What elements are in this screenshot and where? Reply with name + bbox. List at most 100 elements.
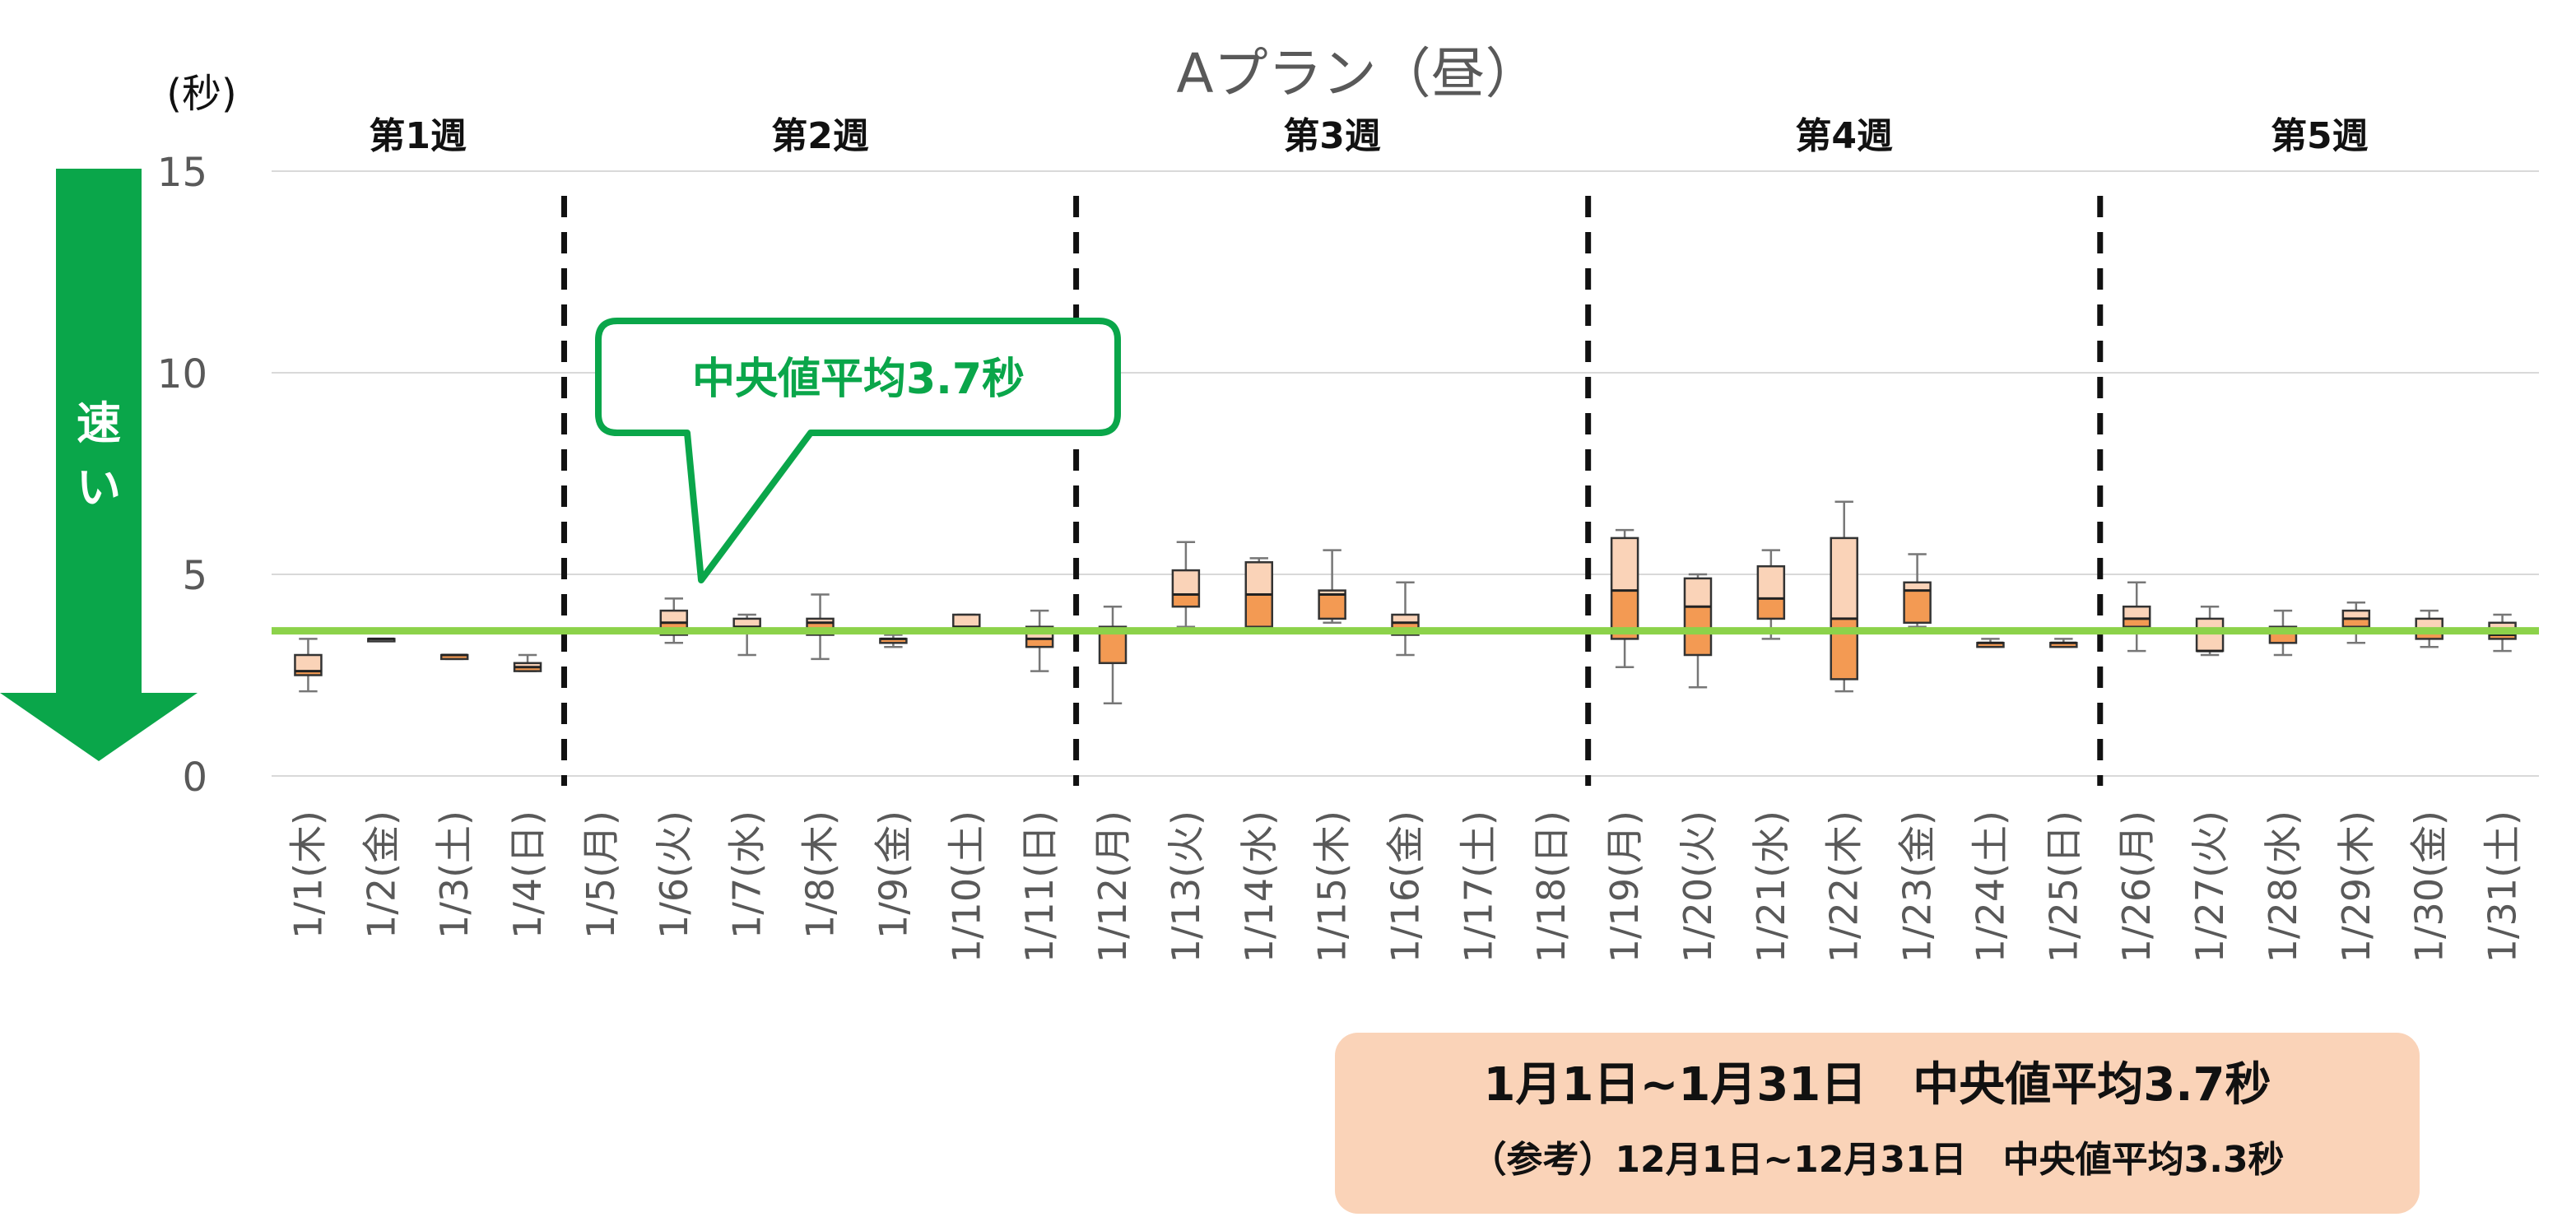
box-outline xyxy=(1610,537,1639,640)
week-label-4: 第4週 xyxy=(1795,115,1893,157)
box-lower-1/9(金) xyxy=(880,639,907,643)
box-upper-1/23(金) xyxy=(1904,582,1931,591)
box-upper-1/4(日) xyxy=(514,662,542,667)
box-outline xyxy=(1171,569,1201,608)
x-tick-label-1/21(水): 1/21(水) xyxy=(1749,811,1793,963)
box-upper-1/27(火) xyxy=(2197,618,2224,652)
x-tick-label-1/22(木): 1/22(木) xyxy=(1822,811,1867,963)
box-upper-1/8(木) xyxy=(807,618,834,623)
arrow-label-char-1: 速 xyxy=(77,397,121,449)
x-tick-label-1/17(土): 1/17(土) xyxy=(1456,811,1500,963)
box-outline xyxy=(1683,577,1713,657)
box-lower-1/12(月) xyxy=(1100,630,1127,663)
speed-arrow-shape xyxy=(0,169,198,761)
y-tick-label: 10 xyxy=(157,351,207,397)
week-label-1: 第1週 xyxy=(369,115,467,157)
x-tick-label-1/9(金): 1/9(金) xyxy=(871,811,915,939)
callout-bubble xyxy=(595,318,1121,583)
box-lower-1/25(日) xyxy=(2050,643,2077,648)
box-upper-1/26(月) xyxy=(2123,606,2151,619)
box-lower-1/14(水) xyxy=(1245,594,1272,627)
arrow-label-char-2: い xyxy=(77,462,121,513)
week-label-2: 第2週 xyxy=(771,115,869,157)
x-tick-label-1/6(火): 1/6(火) xyxy=(652,811,696,939)
x-tick-label-1/10(土): 1/10(土) xyxy=(944,811,988,963)
box-lower-1/21(水) xyxy=(1757,598,1784,619)
box-upper-1/10(土) xyxy=(953,615,980,627)
speed-arrow xyxy=(0,169,198,761)
box-upper-1/22(木) xyxy=(1830,537,1858,619)
box-lower-1/29(木) xyxy=(2342,618,2369,627)
box-lower-1/30(金) xyxy=(2416,630,2443,639)
box-upper-1/19(月) xyxy=(1611,537,1639,591)
x-tick-label-1/18(日): 1/18(日) xyxy=(1529,811,1574,963)
summary-main-text: 1月1日~1月31日 中央値平均3.7秒 xyxy=(1483,1058,2271,1112)
box-upper-1/29(木) xyxy=(2342,611,2369,619)
y-tick-label: 0 xyxy=(182,755,207,801)
y-axis-unit: (秒) xyxy=(166,71,236,117)
y-tick-label: 5 xyxy=(182,553,207,599)
box-lower-1/3(土) xyxy=(441,655,468,659)
x-tick-label-1/1(木): 1/1(木) xyxy=(286,811,330,939)
box-outline xyxy=(1756,564,1786,620)
x-tick-label-1/3(土): 1/3(土) xyxy=(432,811,477,939)
box-upper-1/6(火) xyxy=(660,611,687,623)
box-outline xyxy=(1903,581,1932,625)
week-labels: 第1週 第2週 第3週 第4週 第5週 xyxy=(369,115,2368,157)
box-lower-1/4(日) xyxy=(514,667,542,671)
y-tick-labels: 0 5 10 15 xyxy=(157,150,207,801)
x-tick-label-1/19(月): 1/19(月) xyxy=(1602,811,1647,963)
x-tick-label-1/25(日): 1/25(日) xyxy=(2041,811,2085,963)
box-outline xyxy=(2268,625,2298,644)
x-tick-label-1/24(土): 1/24(土) xyxy=(1968,811,2012,963)
x-tick-label-1/20(火): 1/20(火) xyxy=(1676,811,1720,963)
x-tick-label-1/13(火): 1/13(火) xyxy=(1164,811,1208,963)
box-lower-1/11(日) xyxy=(1026,639,1053,648)
box-layer xyxy=(294,500,2517,705)
x-tick-label-1/30(金): 1/30(金) xyxy=(2407,811,2452,963)
box-upper-1/13(火) xyxy=(1172,570,1199,595)
x-tick-label-1/26(月): 1/26(月) xyxy=(2114,811,2159,963)
x-tick-label-1/8(木): 1/8(木) xyxy=(798,811,843,939)
box-lower-1/13(火) xyxy=(1172,594,1199,607)
x-tick-label-1/2(金): 1/2(金) xyxy=(359,811,403,939)
box-upper-1/1(木) xyxy=(295,655,322,671)
x-tick-label-1/7(水): 1/7(水) xyxy=(725,811,770,939)
box-outline xyxy=(2122,605,2151,628)
box-outline xyxy=(1318,589,1346,620)
callout xyxy=(595,318,1121,583)
box-lower-1/15(木) xyxy=(1318,594,1346,619)
box-outline xyxy=(1025,625,1054,648)
grid-layer xyxy=(272,170,2539,777)
y-tick-label: 15 xyxy=(157,150,207,196)
summary-box: 1月1日~1月31日 中央値平均3.7秒 （参考）12月1日~12月31日 中央… xyxy=(1335,1033,2420,1214)
box-upper-1/15(木) xyxy=(1318,590,1346,595)
box-outline xyxy=(806,617,835,636)
box-upper-1/16(金) xyxy=(1392,615,1419,623)
x-tick-label-1/15(木): 1/15(木) xyxy=(1310,811,1355,963)
box-upper-1/20(火) xyxy=(1684,578,1711,607)
x-tick-label-1/28(水): 1/28(水) xyxy=(2261,811,2305,963)
x-tick-label-1/5(月): 1/5(月) xyxy=(579,811,623,939)
box-lower-1/23(金) xyxy=(1904,590,1931,623)
x-tick-label-1/23(金): 1/23(金) xyxy=(1895,811,1940,963)
x-tick-label-1/4(日): 1/4(日) xyxy=(505,811,550,939)
box-lower-1/1(木) xyxy=(295,671,322,676)
box-lower-1/24(土) xyxy=(1977,643,2004,648)
box-outline xyxy=(294,653,323,676)
box-outline xyxy=(1830,537,1858,680)
x-tick-labels: 1/1(木) 1/2(金) 1/3(土) 1/4(日) 1/5(月) 1/6(火) 1/7(… xyxy=(286,811,2524,963)
box-upper-1/21(水) xyxy=(1757,566,1784,599)
box-upper-1/14(水) xyxy=(1245,562,1272,595)
x-tick-label-1/16(金): 1/16(金) xyxy=(1383,811,1428,963)
x-tick-label-1/11(日): 1/11(日) xyxy=(1017,811,1062,963)
x-tick-label-1/12(月): 1/12(月) xyxy=(1090,811,1135,963)
box-lower-1/31(土) xyxy=(2489,634,2516,639)
box-outline xyxy=(1098,625,1128,665)
box-upper-1/7(水) xyxy=(733,618,760,627)
week-label-5: 第5週 xyxy=(2271,115,2369,157)
box-outline xyxy=(1391,613,1420,636)
x-tick-label-1/14(水): 1/14(水) xyxy=(1237,811,1281,963)
x-tick-label-1/31(土): 1/31(土) xyxy=(2481,811,2525,963)
